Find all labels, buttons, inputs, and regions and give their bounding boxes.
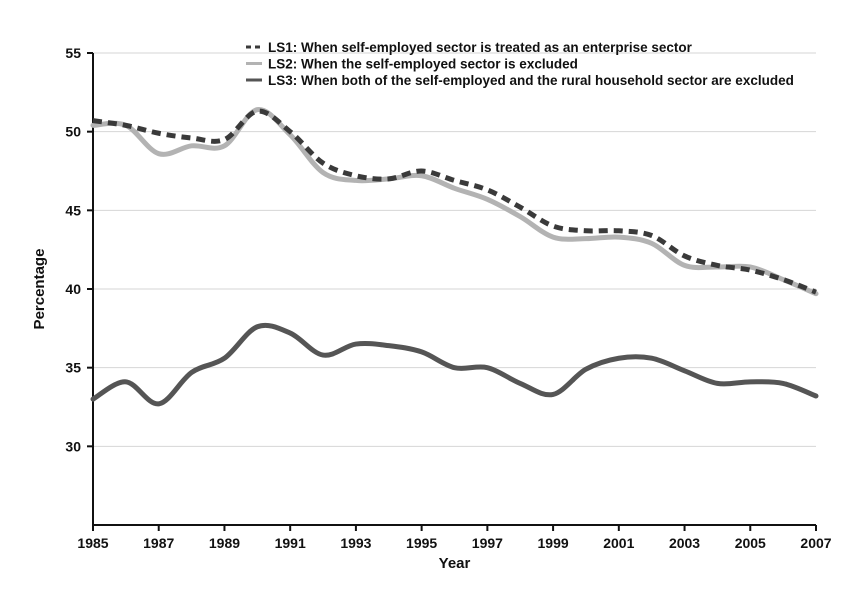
y-tick-label-55: 55 <box>65 45 81 61</box>
series-line-ls1 <box>92 108 817 295</box>
series-line-ls3 <box>90 322 819 407</box>
series-line-ls2 <box>90 107 819 297</box>
y-tick-label-45: 45 <box>65 202 81 218</box>
legend: LS1: When self-employed sector is treate… <box>246 40 794 88</box>
x-tick-label-1989: 1989 <box>209 535 240 551</box>
x-tick-label-1987: 1987 <box>143 535 174 551</box>
y-tick-label-35: 35 <box>65 360 81 376</box>
y-axis-title: Percentage <box>31 249 48 330</box>
x-axis-title: Year <box>439 555 471 572</box>
x-tick-label-1997: 1997 <box>472 535 503 551</box>
y-tick-labels: 30 35 40 45 50 55 <box>65 45 93 454</box>
x-tick-labels: 1985 1987 1989 1991 1993 1995 1997 1999 2001 2003… <box>77 525 832 551</box>
x-tick-label-1995: 1995 <box>406 535 437 551</box>
x-tick-label-2001: 2001 <box>603 535 634 551</box>
y-tick-label-40: 40 <box>65 281 81 297</box>
x-tick-label-1985: 1985 <box>77 535 108 551</box>
legend-label-ls2: LS2: When the self-employed sector is ex… <box>268 57 578 72</box>
x-tick-label-1993: 1993 <box>340 535 371 551</box>
y-tick-label-30: 30 <box>65 438 81 454</box>
x-tick-label-2003: 2003 <box>669 535 700 551</box>
gridlines <box>93 52 816 447</box>
x-tick-label-1999: 1999 <box>538 535 569 551</box>
series-lines <box>90 107 819 407</box>
legend-label-ls1: LS1: When self-employed sector is treate… <box>268 40 693 55</box>
x-tick-label-2007: 2007 <box>800 535 831 551</box>
legend-label-ls3: LS3: When both of the self-employed and … <box>268 73 794 88</box>
x-tick-label-2005: 2005 <box>735 535 766 551</box>
y-tick-label-50: 50 <box>65 124 81 140</box>
x-tick-label-1991: 1991 <box>275 535 306 551</box>
